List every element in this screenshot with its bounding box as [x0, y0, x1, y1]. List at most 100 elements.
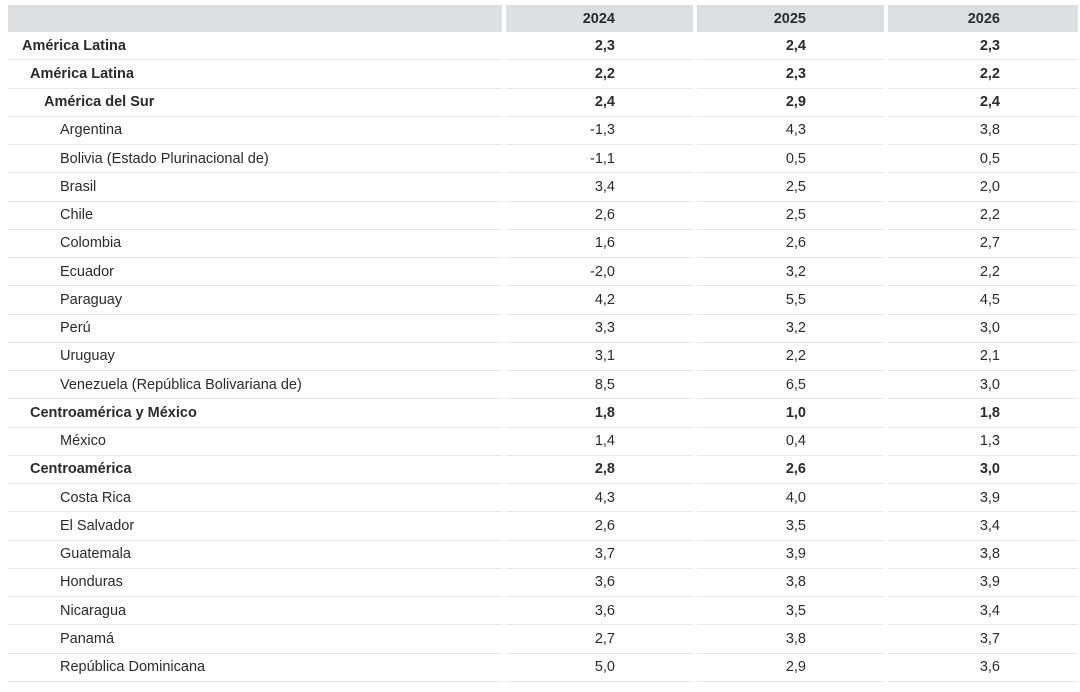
- value-cell: 2,4: [884, 88, 1078, 117]
- value-cell: 3,4: [884, 596, 1078, 626]
- value-cell: 3,3: [502, 314, 695, 343]
- value-cell: 2,0: [884, 172, 1078, 202]
- row-label: Venezuela (República Bolivariana de): [8, 370, 504, 400]
- row-label: Ecuador: [8, 257, 504, 287]
- value-cell: 2,6: [502, 201, 695, 230]
- value-cell: 2,5: [693, 172, 886, 202]
- header-row: 2024 2025 2026: [8, 5, 1078, 32]
- value-cell: 3,4: [502, 172, 695, 202]
- value-cell: 1,4: [502, 427, 695, 456]
- row-label: Paraguay: [8, 285, 504, 315]
- value-cell: 2,4: [693, 32, 886, 61]
- row-label: Brasil: [8, 172, 504, 202]
- value-cell: 8,5: [502, 370, 695, 400]
- value-cell: -1,3: [502, 116, 695, 146]
- row-label: Colombia: [8, 229, 504, 259]
- table-row: República Dominicana 5,0 2,9 3,6: [8, 653, 1078, 682]
- value-cell: 2,1: [884, 342, 1078, 372]
- value-cell: 4,2: [502, 285, 695, 315]
- value-cell: 2,9: [693, 88, 886, 117]
- table-row: Panamá 2,7 3,8 3,7: [8, 624, 1078, 654]
- table-row: México 1,4 0,4 1,3: [8, 427, 1078, 456]
- table-row: Guatemala 3,7 3,9 3,8: [8, 540, 1078, 569]
- value-cell: 2,3: [693, 59, 886, 89]
- table-row: Paraguay 4,2 5,5 4,5: [8, 285, 1078, 315]
- value-cell: 0,5: [884, 144, 1078, 174]
- value-cell: 2,2: [693, 342, 886, 372]
- value-cell: 2,3: [502, 32, 695, 61]
- value-cell: 3,8: [884, 116, 1078, 146]
- table-row: Honduras 3,6 3,8 3,9: [8, 568, 1078, 598]
- value-cell: 2,7: [884, 229, 1078, 259]
- value-cell: 3,5: [693, 596, 886, 626]
- row-label: El Salvador: [8, 511, 504, 541]
- value-cell: 2,4: [502, 88, 695, 117]
- value-cell: 1,6: [502, 229, 695, 259]
- row-label: América Latina: [8, 59, 504, 89]
- row-label: Perú: [8, 314, 504, 343]
- table-row: El Salvador 2,6 3,5 3,4: [8, 511, 1078, 541]
- value-cell: 3,8: [693, 624, 886, 654]
- value-cell: 5,0: [502, 653, 695, 682]
- value-cell: 1,8: [884, 398, 1078, 428]
- table-row: Argentina -1,3 4,3 3,8: [8, 116, 1078, 146]
- row-label: Uruguay: [8, 342, 504, 372]
- row-label: Guatemala: [8, 540, 504, 569]
- table-row: Chile 2,6 2,5 2,2: [8, 201, 1078, 230]
- table-row: Uruguay 3,1 2,2 2,1: [8, 342, 1078, 372]
- value-cell: -2,0: [502, 257, 695, 287]
- value-cell: 2,6: [502, 511, 695, 541]
- value-cell: 3,2: [693, 314, 886, 343]
- header-cell: [8, 5, 504, 32]
- row-label: América Latina: [8, 32, 504, 61]
- value-cell: -1,1: [502, 144, 695, 174]
- value-cell: 3,6: [502, 568, 695, 598]
- value-cell: 1,8: [502, 398, 695, 428]
- value-cell: 3,4: [884, 511, 1078, 541]
- value-cell: 3,0: [884, 455, 1078, 485]
- row-label: Chile: [8, 201, 504, 230]
- value-cell: 3,7: [884, 624, 1078, 654]
- value-cell: 2,3: [884, 32, 1078, 61]
- data-table: 2024 2025 2026 América Latina 2,3 2,4 2,3 Amér…: [8, 5, 1078, 682]
- value-cell: 2,2: [502, 59, 695, 89]
- value-cell: 3,9: [884, 483, 1078, 513]
- value-cell: 3,6: [502, 596, 695, 626]
- header-cell: 2024: [502, 5, 695, 32]
- table-row: Centroamérica y México 1,8 1,0 1,8: [8, 398, 1078, 428]
- row-label: Bolivia (Estado Plurinacional de): [8, 144, 504, 174]
- value-cell: 2,8: [502, 455, 695, 485]
- row-label: Honduras: [8, 568, 504, 598]
- value-cell: 4,5: [884, 285, 1078, 315]
- value-cell: 4,0: [693, 483, 886, 513]
- row-label: Panamá: [8, 624, 504, 654]
- value-cell: 3,9: [693, 540, 886, 569]
- value-cell: 2,7: [502, 624, 695, 654]
- value-cell: 0,5: [693, 144, 886, 174]
- table-row: América Latina 2,3 2,4 2,3: [8, 32, 1078, 61]
- value-cell: 1,0: [693, 398, 886, 428]
- value-cell: 3,1: [502, 342, 695, 372]
- row-label: Nicaragua: [8, 596, 504, 626]
- row-label: Centroamérica: [8, 455, 504, 485]
- value-cell: 2,2: [884, 59, 1078, 89]
- value-cell: 2,2: [884, 257, 1078, 287]
- table-row: Bolivia (Estado Plurinacional de) -1,1 0,5…: [8, 144, 1078, 174]
- table-row: Colombia 1,6 2,6 2,7: [8, 229, 1078, 259]
- value-cell: 6,5: [693, 370, 886, 400]
- value-cell: 2,2: [884, 201, 1078, 230]
- row-label: América del Sur: [8, 88, 504, 117]
- row-label: República Dominicana: [8, 653, 504, 682]
- value-cell: 3,8: [884, 540, 1078, 569]
- row-label: Costa Rica: [8, 483, 504, 513]
- value-cell: 4,3: [502, 483, 695, 513]
- table-row: Nicaragua 3,6 3,5 3,4: [8, 596, 1078, 626]
- value-cell: 2,6: [693, 229, 886, 259]
- value-cell: 3,6: [884, 653, 1078, 682]
- row-label: Centroamérica y México: [8, 398, 504, 428]
- table-row: Costa Rica 4,3 4,0 3,9: [8, 483, 1078, 513]
- table-row: Venezuela (República Bolivariana de) 8,5 6…: [8, 370, 1078, 400]
- value-cell: 4,3: [693, 116, 886, 146]
- row-label: México: [8, 427, 504, 456]
- row-label: Argentina: [8, 116, 504, 146]
